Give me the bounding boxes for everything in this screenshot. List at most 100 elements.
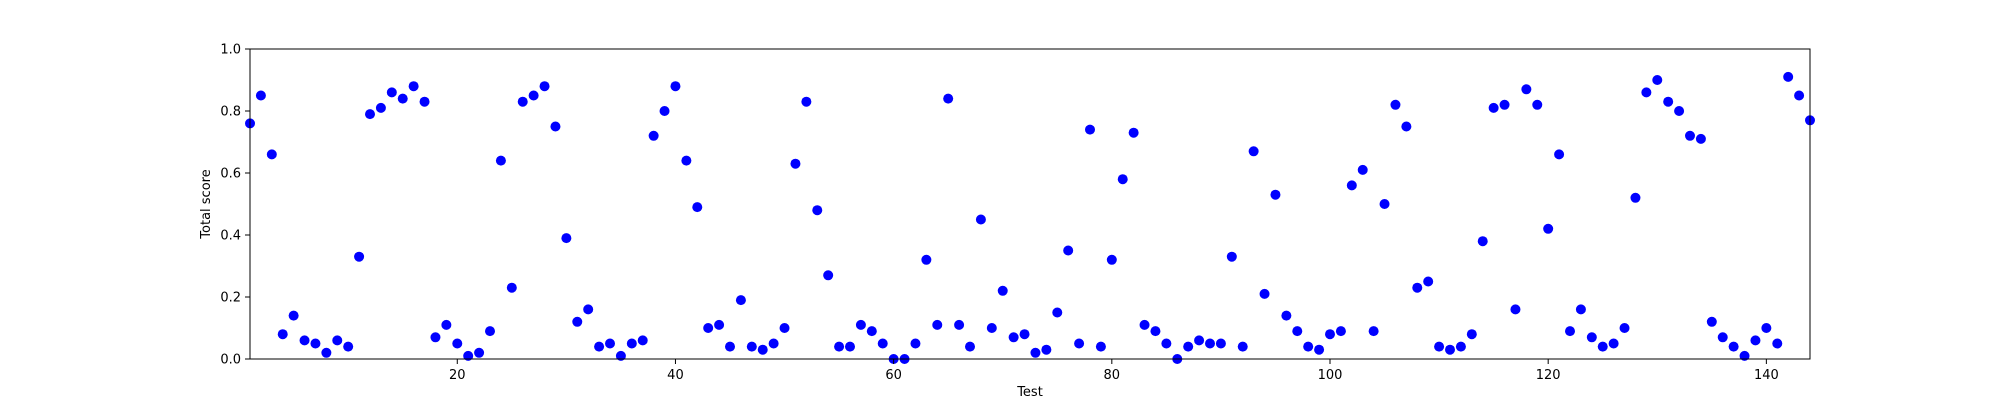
x-tick-label: 60: [885, 368, 902, 383]
x-tick-label: 40: [667, 368, 684, 383]
data-point: [975, 214, 986, 225]
data-point: [1434, 341, 1445, 352]
data-point: [659, 106, 670, 116]
data-point: [997, 285, 1008, 296]
data-point: [266, 149, 277, 160]
data-point: [495, 155, 506, 166]
x-tick-label: 100: [1318, 368, 1343, 383]
data-point: [474, 347, 485, 358]
data-point: [1728, 341, 1739, 352]
y-tick-label: 0.2: [220, 291, 241, 306]
x-tick-label: 120: [1536, 368, 1561, 383]
data-point: [1325, 329, 1335, 340]
data-point: [1074, 338, 1085, 349]
data-point: [375, 102, 386, 113]
data-point: [354, 251, 365, 262]
data-point: [965, 341, 975, 352]
data-point: [288, 310, 299, 321]
data-point: [943, 93, 954, 104]
data-point: [1543, 223, 1554, 234]
y-axis-ticks: 0.0 0.2 0.4 0.6 0.8 1.0: [220, 43, 250, 368]
data-point: [626, 338, 637, 349]
data-point: [1412, 282, 1423, 293]
data-point: [1205, 338, 1215, 349]
data-point: [1695, 133, 1706, 144]
data-point: [561, 233, 572, 244]
data-point: [1641, 87, 1652, 98]
data-point: [1466, 329, 1477, 340]
data-point: [637, 335, 648, 346]
data-point: [430, 332, 441, 343]
data-point: [255, 90, 266, 101]
data-point: [615, 350, 626, 361]
data-point: [1630, 192, 1641, 203]
data-point: [1532, 99, 1543, 110]
data-point: [1794, 90, 1805, 101]
data-point: [1248, 146, 1259, 157]
data-point: [823, 270, 834, 281]
data-point: [1565, 326, 1575, 337]
data-point: [463, 350, 474, 361]
data-point: [1095, 341, 1106, 352]
data-point: [1335, 326, 1346, 337]
data-point: [1685, 130, 1695, 141]
data-point: [605, 338, 615, 349]
data-point: [1445, 344, 1455, 355]
data-point: [692, 202, 703, 213]
data-point: [1368, 326, 1379, 337]
data-point: [1423, 276, 1434, 287]
data-point: [790, 158, 801, 169]
data-point: [768, 338, 779, 349]
data-point: [1052, 307, 1063, 318]
data-point: [866, 326, 877, 337]
data-point: [1510, 304, 1521, 315]
data-point: [397, 93, 408, 104]
data-point: [877, 338, 888, 349]
data-point: [594, 341, 605, 352]
x-axis-label: Test: [1016, 385, 1043, 400]
data-point: [648, 130, 659, 141]
data-point: [932, 319, 943, 330]
data-point: [1117, 174, 1128, 185]
data-point: [1477, 236, 1488, 247]
data-point: [1761, 323, 1772, 333]
data-point: [670, 81, 681, 92]
data-point: [321, 347, 332, 358]
data-point: [1150, 326, 1161, 337]
data-point: [1128, 127, 1139, 138]
data-point: [1706, 316, 1717, 327]
data-point: [735, 295, 746, 306]
data-point: [365, 109, 375, 120]
data-point: [1063, 245, 1074, 256]
data-point: [1346, 180, 1357, 191]
data-point: [1030, 347, 1041, 358]
data-point: [1226, 251, 1237, 262]
data-point: [1292, 326, 1303, 337]
data-point: [1303, 341, 1314, 352]
data-point: [1750, 335, 1761, 346]
y-tick-label: 1.0: [220, 43, 241, 58]
data-point: [845, 341, 855, 352]
data-point: [1739, 350, 1750, 361]
data-point: [1663, 96, 1674, 107]
y-tick-label: 0.0: [220, 353, 241, 368]
x-axis-ticks: 20 40 60 80 100 120 140: [449, 359, 1779, 383]
plot-frame: [249, 48, 1811, 360]
data-point: [1357, 164, 1368, 175]
data-point: [1597, 341, 1608, 352]
data-point: [1194, 335, 1205, 346]
data-point: [1379, 199, 1390, 209]
data-point: [779, 323, 790, 333]
data-point: [1401, 121, 1412, 132]
y-axis-label: Total score: [199, 169, 214, 239]
data-point: [725, 341, 735, 352]
data-point: [310, 338, 321, 349]
data-point: [834, 341, 845, 352]
data-point: [1575, 304, 1586, 315]
data-point: [485, 326, 495, 337]
data-point: [517, 96, 528, 107]
data-point: [1041, 344, 1052, 355]
data-point: [1161, 338, 1172, 349]
y-tick-label: 0.8: [220, 105, 241, 120]
